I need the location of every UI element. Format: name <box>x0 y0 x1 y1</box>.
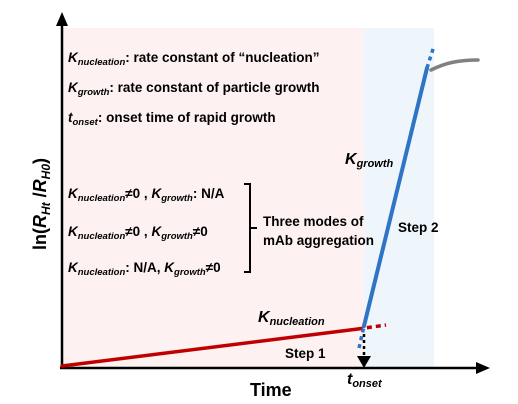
k-nucleation-definition: Knucleation: rate constant of “nucleatio… <box>68 50 320 68</box>
modes-label-line-1: Three modes of <box>263 214 364 229</box>
k-nucleation-label: Knucleation <box>258 309 325 328</box>
modes-label-line-2: mAb aggregation <box>263 233 374 248</box>
k-growth-definition: Kgrowth: rate constant of particle growt… <box>68 80 319 98</box>
mode-row-3: Knucleation: N/A, Kgrowth≠0 <box>68 260 221 278</box>
nucleation-line <box>60 327 360 368</box>
k-growth-label: Kgrowth <box>345 151 394 170</box>
t-onset-label: tonset <box>347 371 383 390</box>
growth-line-dashed-top <box>425 45 436 69</box>
mode-row-1: Knucleation≠0 , Kgrowth: N/A <box>68 186 225 204</box>
x-axis-label: Time <box>250 380 292 400</box>
step1-region <box>62 28 364 368</box>
y-axis-arrowhead <box>56 12 68 26</box>
step-1-label: Step 1 <box>285 346 326 361</box>
growth-line-dashed-bottom <box>357 325 366 349</box>
step-2-label: Step 2 <box>398 220 439 235</box>
t-onset-definition: tonset: onset time of rapid growth <box>68 110 276 128</box>
plateau-curve <box>429 58 480 72</box>
growth-line <box>362 66 429 328</box>
mode-row-2: Knucleation≠0 , Kgrowth≠0 <box>68 224 208 242</box>
x-axis-arrowhead <box>476 362 490 374</box>
y-axis-label: ln(RHt /RH0) <box>30 158 53 250</box>
modes-bracket <box>244 183 257 273</box>
t-onset-arrowhead <box>357 356 371 368</box>
